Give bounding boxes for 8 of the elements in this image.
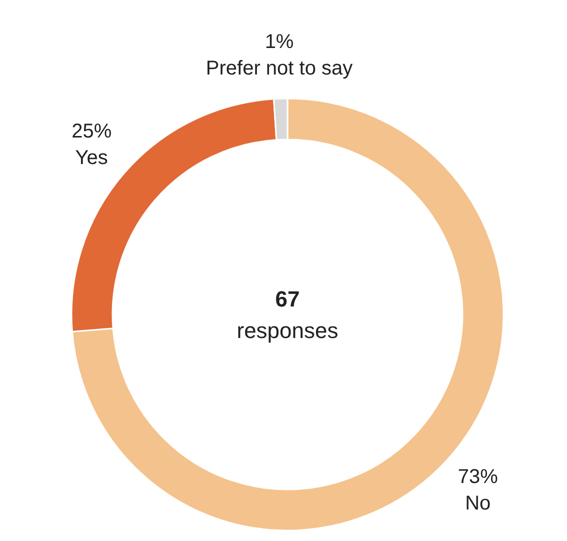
text: responses: [236, 318, 338, 344]
data-label: 25%: [72, 120, 112, 143]
slice-label: Prefer not to say: [206, 58, 353, 80]
data-label: 1%: [264, 31, 294, 54]
data-label: 73%: [458, 466, 498, 488]
text: 67: [275, 286, 300, 312]
slice-label: Yes: [75, 146, 108, 169]
slice-label: No: [465, 492, 491, 515]
